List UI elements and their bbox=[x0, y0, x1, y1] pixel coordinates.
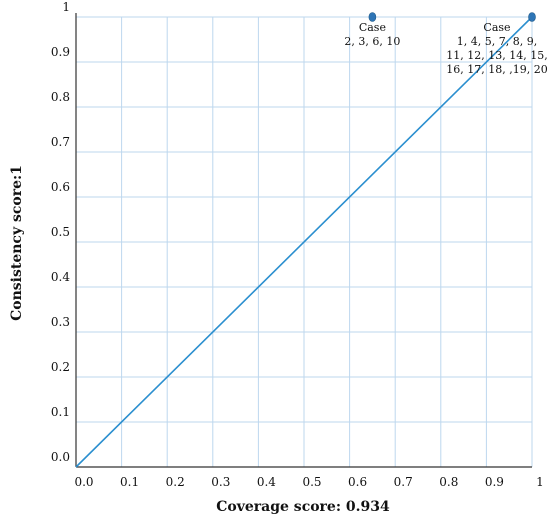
y-axis-label: Consistency score:1 bbox=[9, 165, 25, 321]
y-tick-label: 1 bbox=[62, 0, 70, 14]
y-tick-labels: 0.0 0.1 0.2 0.3 0.4 0.5 0.6 0.7 0.8 0.9 1 bbox=[51, 0, 70, 464]
y-tick-label: 0.8 bbox=[51, 90, 70, 104]
x-tick-label: 0.8 bbox=[439, 475, 458, 489]
y-tick-label: 0.4 bbox=[51, 270, 70, 284]
diagonal-line bbox=[75, 16, 533, 468]
point-label: 11, 12, 13, 14, 15, bbox=[446, 49, 547, 62]
x-tick-label: 0.7 bbox=[394, 475, 413, 489]
point-label: 2, 3, 6, 10 bbox=[344, 35, 400, 48]
x-tick-label: 0.0 bbox=[74, 475, 93, 489]
x-tick-labels: 0.0 0.1 0.2 0.3 0.4 0.5 0.6 0.7 0.8 0.9 1 bbox=[74, 475, 543, 489]
y-tick-label: 0.1 bbox=[51, 405, 70, 419]
x-tick-label: 0.9 bbox=[485, 475, 504, 489]
y-tick-label: 0.9 bbox=[51, 45, 70, 59]
y-tick-label: 0.7 bbox=[51, 135, 70, 149]
x-tick-label: 0.5 bbox=[302, 475, 321, 489]
point-label: 16, 17, 18, ,19, 20 bbox=[446, 63, 547, 76]
y-tick-label: 0.5 bbox=[51, 225, 70, 239]
data-point bbox=[368, 12, 377, 22]
point-label: Case bbox=[483, 21, 510, 34]
y-tick-label: 0.3 bbox=[51, 315, 70, 329]
y-tick-label: 0.0 bbox=[51, 450, 70, 464]
x-tick-label: 0.4 bbox=[257, 475, 276, 489]
y-tick-label: 0.6 bbox=[51, 180, 70, 194]
point-label: 1, 4, 5, 7, 8, 9, bbox=[457, 35, 537, 48]
x-tick-label: 0.3 bbox=[211, 475, 230, 489]
y-tick-label: 0.2 bbox=[51, 360, 70, 374]
x-axis-label: Coverage score: 0.934 bbox=[216, 499, 390, 515]
x-tick-label: 0.6 bbox=[348, 475, 367, 489]
data-point bbox=[528, 12, 536, 22]
x-tick-label: 1 bbox=[536, 475, 544, 489]
x-tick-label: 0.2 bbox=[166, 475, 185, 489]
x-tick-label: 0.1 bbox=[120, 475, 139, 489]
axes bbox=[75, 13, 532, 468]
point-label: Case bbox=[359, 21, 386, 34]
series bbox=[75, 12, 536, 468]
